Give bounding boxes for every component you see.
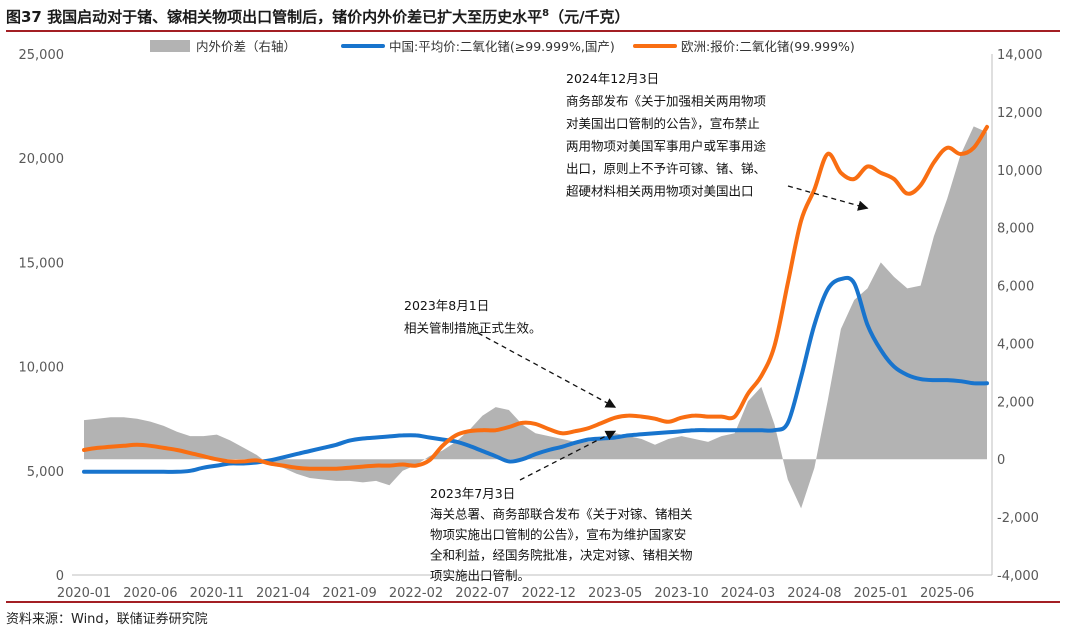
y-right-tick-label: 6,000 <box>997 280 1034 295</box>
annotation-text: 相关管制措施正式生效。 <box>404 321 542 336</box>
x-tick-label: 2023-05 <box>588 586 642 600</box>
annotation-text: 2023年8月1日 <box>404 298 489 313</box>
top-rule <box>6 30 1060 32</box>
y-left-tick-label: 10,000 <box>19 361 65 376</box>
y-right-tick-label: 8,000 <box>997 222 1034 237</box>
y-left-tick-label: 0 <box>56 569 64 584</box>
annotation-text: 商务部发布《关于加强相关两用物项 <box>566 94 766 109</box>
annotation-text: 出口，原则上不予许可镓、锗、锑、 <box>566 161 766 176</box>
source-note: 资料来源：Wind，联储证券研究院 <box>6 612 208 627</box>
annotation-text: 超硬材料相关两用物项对美国出口 <box>566 184 754 199</box>
annotation-text: 全和利益，经国务院批准，决定对镓、锗相关物 <box>430 548 693 563</box>
x-tick-label: 2020-06 <box>123 586 177 600</box>
y-right-tick-label: 14,000 <box>997 48 1043 63</box>
chart-title: 图37 我国启动对于锗、镓相关物项出口管制后，锗价内外价差已扩大至历史水平8（元… <box>6 6 630 27</box>
annotation-text: 物项实施出口管制的公告》，宣布为维护国家安 <box>430 527 686 542</box>
y-left-tick-label: 20,000 <box>19 152 65 167</box>
x-tick-label: 2022-07 <box>455 586 509 600</box>
annotation-text: 项实施出口管制。 <box>430 568 530 583</box>
x-tick-label: 2025-01 <box>854 586 908 600</box>
annotation-text: 对美国出口管制的公告》，宣布禁止 <box>566 116 760 131</box>
y-right-tick-label: -2,000 <box>997 511 1039 526</box>
title-footnote: 8 <box>542 8 550 19</box>
y-right-tick-label: 10,000 <box>997 164 1043 179</box>
x-tick-label: 2020-11 <box>190 586 244 600</box>
annotation-arrow <box>787 185 869 211</box>
annotation-text: 海关总署、商务部联合发布《关于对镓、锗相关 <box>430 507 693 522</box>
x-tick-label: 2021-09 <box>322 586 376 600</box>
title-text: 图37 我国启动对于锗、镓相关物项出口管制后，锗价内外价差已扩大至历史水平 <box>6 8 543 26</box>
annotation-text: 2023年7月3日 <box>430 486 515 501</box>
y-right-tick-label: 4,000 <box>997 337 1034 352</box>
y-right-tick-label: -4,000 <box>997 569 1039 584</box>
y-left-tick-label: 15,000 <box>19 256 65 271</box>
bottom-rule <box>6 601 1060 603</box>
legend-spread: 内外价差（右轴） <box>196 39 296 54</box>
europe-price-line <box>82 124 989 471</box>
x-tick-label: 2020-01 <box>57 586 111 600</box>
x-tick-label: 2025-06 <box>920 586 974 600</box>
spread-area <box>84 126 987 509</box>
legend-china: 中国:平均价:二氧化锗(≥99.999%,国产) <box>389 39 615 54</box>
y-right-tick-label: 2,000 <box>997 395 1034 410</box>
x-tick-label: 2022-02 <box>389 586 443 600</box>
x-tick-label: 2022-12 <box>522 586 576 600</box>
annotation-text: 两用物项对美国军事用户或军事用途 <box>566 139 767 154</box>
annotation-text: 2024年12月3日 <box>566 71 659 86</box>
annotation-arrow <box>477 332 617 408</box>
legend-europe: 欧洲:报价:二氧化锗(99.999%) <box>681 39 855 54</box>
x-tick-label: 2024-03 <box>721 586 775 600</box>
x-tick-label: 2021-04 <box>256 586 310 600</box>
y-left-tick-label: 5,000 <box>27 465 64 480</box>
legend-swatch <box>150 40 190 52</box>
chart-plot: 0 5,000 10,000 15,000 20,000 25,000 -4,000 -2,0… <box>19 39 1043 600</box>
y-left-tick-label: 25,000 <box>19 48 65 63</box>
y-right-tick-label: 12,000 <box>997 106 1043 121</box>
title-unit: （元/千克） <box>549 8 630 26</box>
x-tick-label: 2024-08 <box>787 586 841 600</box>
x-tick-label: 2023-10 <box>654 586 708 600</box>
y-right-tick-label: 0 <box>997 453 1005 468</box>
